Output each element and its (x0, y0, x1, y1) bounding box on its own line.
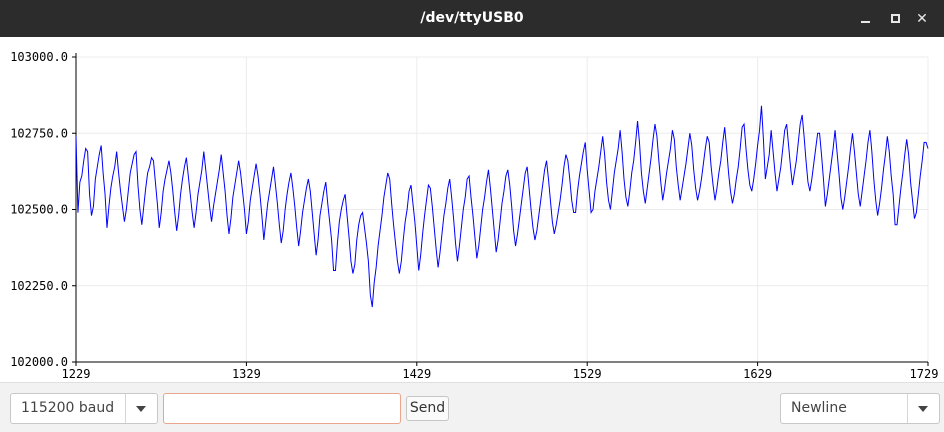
y-tick-label: 102500.0 (10, 203, 68, 217)
line-ending-value: Newline (791, 400, 847, 416)
close-icon[interactable]: ✕ (916, 11, 928, 27)
x-tick-label: 1529 (573, 367, 602, 381)
x-tick-label: 1229 (62, 367, 91, 381)
message-input[interactable] (163, 393, 401, 424)
chart-canvas: 103000.0 102750.0 102500.0 102250.0 102000.0… (10, 50, 939, 381)
window-title: /dev/ttyUSB0 (420, 10, 524, 26)
line-ending-dropdown-toggle[interactable] (907, 394, 939, 423)
x-tick-label: 1429 (402, 367, 431, 381)
y-tick-label: 102000.0 (10, 355, 68, 369)
y-tick-label: 103000.0 (10, 50, 68, 64)
x-tick-label: 1629 (743, 367, 772, 381)
x-tick-label: 1729 (910, 367, 939, 381)
chevron-down-icon (918, 406, 928, 412)
series-line-0 (75, 105, 929, 308)
baud-dropdown-toggle[interactable] (125, 394, 157, 423)
line-ending-select[interactable]: Newline (780, 393, 940, 424)
serial-plotter-chart: 103000.0 102750.0 102500.0 102250.0 102000.0… (0, 37, 944, 382)
chevron-down-icon (136, 406, 146, 412)
maximize-icon[interactable] (886, 9, 906, 29)
send-button[interactable]: Send (406, 396, 449, 421)
x-tick-label: 1329 (232, 367, 261, 381)
minimize-icon[interactable] (856, 9, 876, 29)
y-tick-label: 102250.0 (10, 279, 68, 293)
bottom-toolbar: 115200 baud Send Newline (0, 382, 944, 432)
y-tick-label: 102750.0 (10, 126, 68, 140)
baud-rate-value: 115200 baud (21, 400, 115, 416)
title-bar: /dev/ttyUSB0 ✕ (0, 0, 944, 37)
baud-rate-select[interactable]: 115200 baud (10, 393, 158, 424)
